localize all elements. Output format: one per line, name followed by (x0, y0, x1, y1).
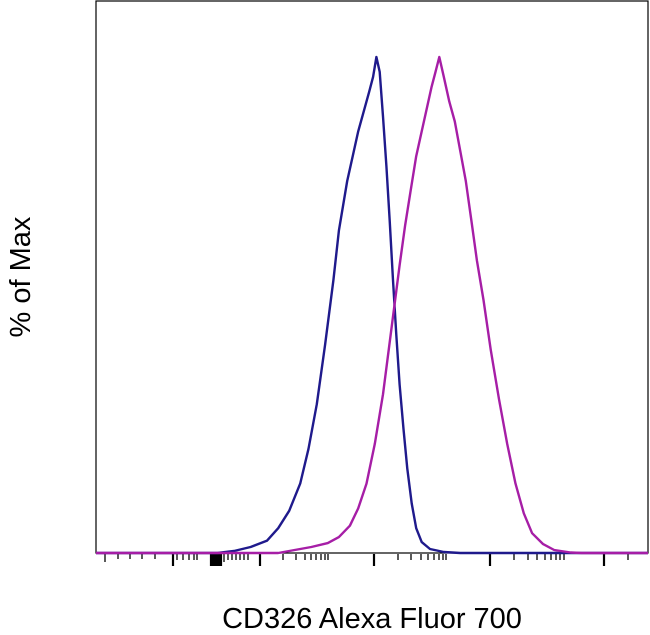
series-layer (96, 55, 648, 555)
x-axis-ticks (104, 554, 629, 566)
histogram-series-2 (96, 55, 648, 555)
x-axis-label: CD326 Alexa Fluor 700 (222, 603, 522, 635)
plot-frame (95, 0, 649, 554)
y-axis-label: % of Max (5, 216, 37, 337)
histogram-series-1 (96, 55, 648, 555)
